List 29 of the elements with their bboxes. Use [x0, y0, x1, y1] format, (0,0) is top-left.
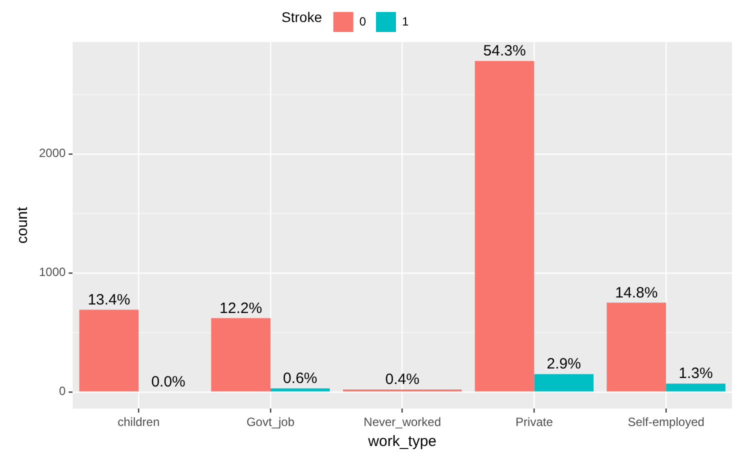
legend-label: 1: [402, 14, 409, 28]
bar: [270, 388, 330, 392]
annotation: 54.3%: [483, 42, 526, 60]
bar: [211, 318, 270, 392]
y-tick-label: 2000: [38, 146, 66, 160]
x-tick-label: Govt_job: [246, 415, 295, 430]
bar: [79, 310, 139, 392]
x-tick-label: Self-employed: [628, 415, 704, 430]
annotation: 12.2%: [220, 300, 262, 317]
bar: [666, 384, 726, 392]
annotation: 0.0%: [151, 374, 186, 391]
annotation: 0.6%: [283, 370, 318, 388]
y-tick-label: 1000: [38, 265, 66, 280]
legend-label: 0: [359, 14, 366, 28]
bar: [606, 302, 666, 392]
x-tick-label: Never_worked: [364, 415, 442, 430]
annotation: 1.3%: [678, 365, 713, 382]
annotation: 2.9%: [546, 356, 581, 373]
bar: [474, 61, 534, 392]
annotation: 0.4%: [385, 371, 420, 388]
y-axis-title: count: [14, 206, 32, 244]
x-axis-title: work_type: [367, 433, 437, 450]
legend-title: Stroke: [282, 9, 322, 25]
x-tick-label: Private: [516, 415, 554, 430]
x-tick-label: children: [118, 415, 160, 430]
y-tick-label: 0: [59, 384, 66, 398]
annotation: 13.4%: [88, 291, 130, 308]
annotation: 14.8%: [615, 284, 658, 302]
bar: [534, 374, 594, 392]
